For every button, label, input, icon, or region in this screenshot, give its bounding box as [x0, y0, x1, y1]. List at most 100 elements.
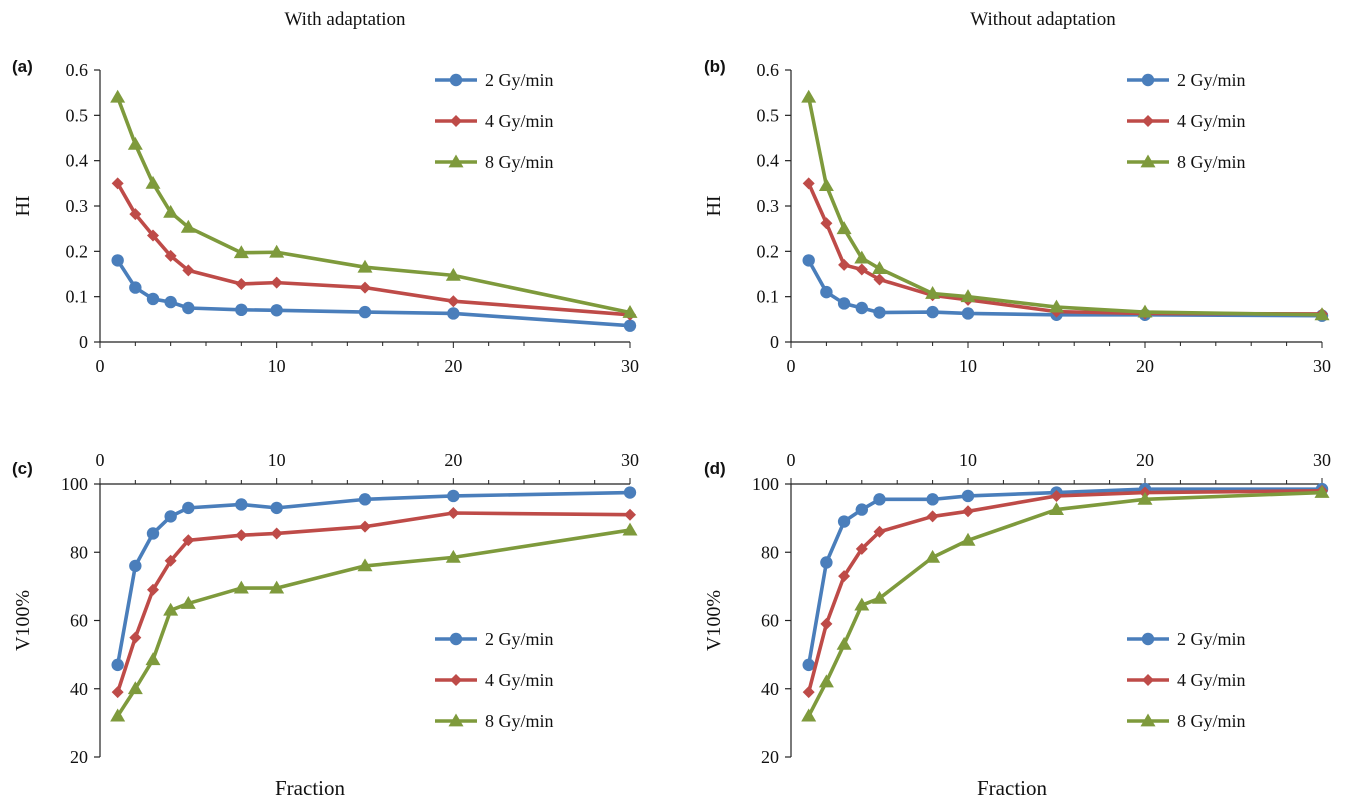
legend-marker	[449, 73, 463, 87]
data-point	[961, 489, 975, 503]
y-tick-label: 40	[761, 679, 779, 699]
data-point	[802, 686, 815, 699]
y-tick-label: 80	[761, 542, 779, 562]
data-point	[235, 277, 248, 290]
data-point	[127, 681, 143, 695]
data-point	[164, 510, 177, 523]
series-4-gy-min	[111, 177, 636, 321]
data-point	[147, 229, 159, 242]
legend-marker	[450, 115, 462, 127]
data-point	[855, 542, 868, 555]
legend-label: 8 Gy/min	[1177, 152, 1246, 172]
legend-label: 4 Gy/min	[1177, 111, 1246, 131]
data-point	[820, 217, 833, 230]
data-point	[802, 658, 815, 672]
series-4-gy-min	[802, 484, 1328, 699]
y-tick-label: 0.3	[66, 196, 89, 216]
panel-label: (c)	[12, 459, 33, 478]
data-point	[802, 177, 815, 190]
data-point	[925, 285, 941, 299]
data-point	[146, 527, 160, 540]
data-point	[269, 244, 285, 258]
data-point	[357, 259, 373, 273]
legend-label: 4 Gy/min	[485, 111, 554, 131]
legend-marker	[1142, 115, 1154, 127]
series-4-gy-min	[111, 507, 636, 699]
data-point	[111, 658, 124, 672]
x-tick-label: 10	[268, 450, 286, 470]
data-point	[357, 558, 373, 572]
data-point	[182, 501, 195, 515]
y-tick-label: 0.6	[757, 60, 780, 80]
y-tick-label: 20	[70, 747, 88, 767]
data-point	[129, 281, 142, 294]
data-point	[854, 250, 870, 264]
legend: 2 Gy/min 4 Gy/min 8 Gy/min	[435, 629, 554, 731]
series-line	[806, 96, 1323, 317]
legend-label: 4 Gy/min	[485, 670, 554, 690]
legend-label: 2 Gy/min	[485, 629, 554, 649]
data-point	[235, 529, 248, 542]
data-point	[163, 204, 179, 218]
legend-marker	[1140, 154, 1156, 168]
data-point	[1314, 485, 1330, 498]
data-point	[820, 285, 833, 299]
data-point	[111, 254, 124, 267]
x-tick-label: 10	[959, 356, 977, 376]
data-point	[270, 276, 283, 289]
panel-d: (d) 20 40 60 80 100 0 10 20 30 V100% 2 Gy/min 4 Gy/m…	[703, 450, 1331, 767]
data-point	[872, 261, 887, 274]
series-line	[116, 528, 631, 718]
legend-marker	[1141, 73, 1155, 87]
data-point	[270, 304, 283, 317]
legend: 2 Gy/min 4 Gy/min 8 Gy/min	[1127, 70, 1246, 172]
legend-label: 4 Gy/min	[1177, 670, 1246, 690]
data-point	[960, 532, 976, 546]
data-point	[838, 570, 851, 583]
x-tick-label: 20	[444, 450, 462, 470]
x-tick-label: 0	[96, 450, 105, 470]
legend-marker	[1141, 632, 1155, 646]
y-tick-label: 0.1	[757, 287, 780, 307]
data-point	[873, 525, 886, 538]
data-point	[233, 245, 249, 259]
legend: 2 Gy/min 4 Gy/min 8 Gy/min	[435, 70, 554, 172]
series-2-gy-min	[111, 486, 637, 672]
x-tick-label: 30	[621, 356, 639, 376]
x-tick-label: 20	[1136, 450, 1154, 470]
y-tick-label: 0.1	[66, 287, 89, 307]
data-point	[447, 295, 460, 308]
data-point	[838, 258, 851, 271]
data-point	[359, 281, 371, 294]
legend-marker	[1140, 713, 1156, 727]
x-tick-label: 30	[621, 450, 639, 470]
series-8-gy-min	[110, 89, 638, 318]
data-point	[961, 307, 975, 320]
data-point	[622, 522, 638, 536]
data-point	[129, 631, 142, 644]
data-point	[182, 264, 195, 277]
data-point	[801, 89, 817, 103]
data-point	[837, 297, 851, 310]
data-point	[147, 583, 159, 596]
data-point	[164, 249, 177, 262]
data-point	[182, 301, 195, 315]
legend-label: 2 Gy/min	[1177, 70, 1246, 90]
data-point	[820, 617, 833, 630]
data-point	[925, 549, 941, 563]
panel-c: (c) 20 40 60 80 100 0 10 20 30 V100% 2 Gy/min 4 Gy/m…	[12, 450, 639, 767]
data-point	[182, 534, 195, 547]
legend-marker	[448, 713, 464, 727]
y-tick-label: 40	[70, 679, 88, 699]
y-tick-label: 0.6	[66, 60, 89, 80]
series-line	[806, 489, 1323, 693]
data-point	[802, 254, 815, 267]
series-8-gy-min	[801, 485, 1330, 722]
data-point	[836, 221, 852, 235]
legend-marker	[1142, 674, 1154, 686]
series-8-gy-min	[801, 89, 1330, 321]
legend-label: 8 Gy/min	[485, 711, 554, 731]
y-tick-label: 80	[70, 542, 88, 562]
data-point	[836, 636, 852, 650]
